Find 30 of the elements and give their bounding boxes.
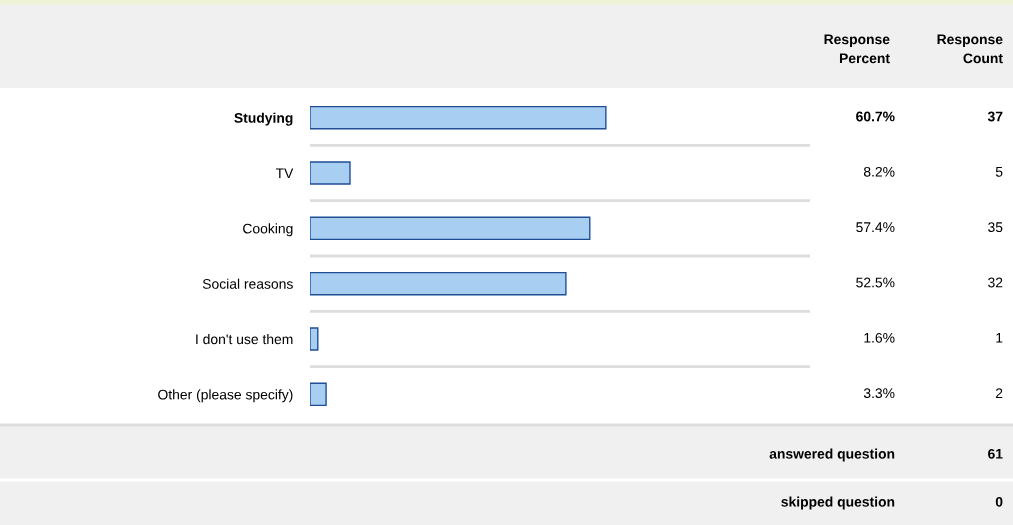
- y-tick-label: Social reasons: [202, 278, 293, 289]
- text: 2: [995, 388, 1003, 398]
- y-tick-label: I don't use them: [196, 333, 293, 345]
- text: Response Count: [937, 34, 1003, 64]
- text: answered question: [769, 448, 895, 462]
- y-tick-label: Other (please specify): [158, 389, 293, 403]
- data-label: 3.3%: [863, 388, 895, 399]
- y-tick-label: Studying: [234, 112, 293, 126]
- text: 5: [995, 167, 1003, 177]
- bar: [310, 161, 351, 185]
- bar: [310, 105, 607, 130]
- bar: [310, 271, 567, 296]
- data-label: 8.2%: [863, 166, 895, 177]
- data-label: 57.4%: [856, 222, 895, 233]
- bar: [310, 327, 319, 351]
- text: 61: [988, 448, 1003, 459]
- text: skipped question: [781, 496, 895, 510]
- data-label: 52.5%: [856, 277, 895, 288]
- text: 0: [995, 496, 1003, 507]
- text: Response Percent: [824, 34, 890, 64]
- y-tick-label: Cooking: [243, 223, 293, 237]
- text: 32: [988, 277, 1003, 288]
- y-tick-label: TV: [275, 168, 294, 179]
- bar: [310, 216, 591, 241]
- text: 1: [996, 333, 1003, 343]
- data-label: 1.6%: [864, 332, 895, 343]
- text: 35: [988, 222, 1003, 233]
- bar: [310, 382, 327, 407]
- data-label: 60.7%: [856, 111, 895, 122]
- text: 37: [987, 111, 1003, 122]
